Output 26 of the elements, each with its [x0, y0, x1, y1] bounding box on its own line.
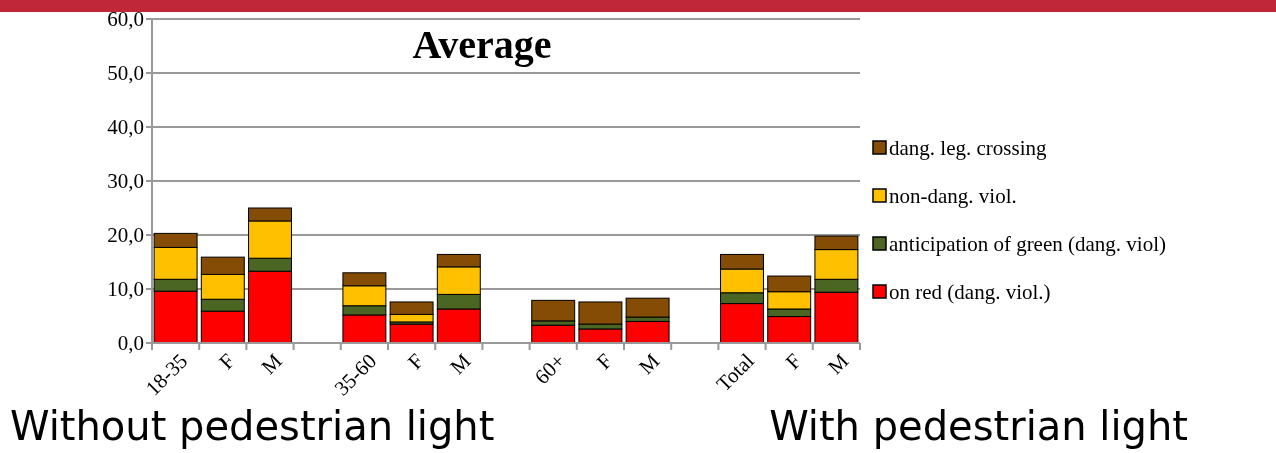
- chart-title: Average: [412, 22, 552, 67]
- x-tick-label: F: [214, 348, 240, 374]
- bar: [625, 320, 670, 344]
- x-tick-label: F: [780, 348, 806, 374]
- y-tick-label: 60,0: [107, 7, 144, 32]
- text: Without pedestrian light: [10, 403, 495, 449]
- legend-label: non-dang. viol.: [889, 184, 1017, 209]
- y-tick-label: 40,0: [107, 115, 144, 140]
- legend-label: on red (dang. viol.): [889, 280, 1051, 305]
- text: With pedestrian light: [769, 403, 1188, 449]
- x-tick-label: M: [822, 348, 854, 379]
- legend-label: dang. leg. crossing: [889, 136, 1047, 161]
- y-tick-label: 10,0: [107, 277, 144, 302]
- x-tick-label: F: [403, 348, 429, 374]
- bar: [531, 299, 576, 322]
- x-tick-label: F: [591, 348, 618, 374]
- legend-label: anticipation of green (dang. viol): [889, 232, 1166, 257]
- y-tick-label: 20,0: [107, 223, 144, 248]
- x-tick-label: M: [256, 348, 287, 379]
- y-tick-label: 0,0: [117, 331, 144, 356]
- x-tick-label: M: [634, 348, 665, 379]
- y-tick-label: 50,0: [107, 61, 144, 86]
- bar: [625, 297, 670, 318]
- y-tick-label: 30,0: [107, 169, 144, 194]
- x-tick-label: 60+: [529, 348, 570, 389]
- x-tick-label: M: [445, 348, 476, 379]
